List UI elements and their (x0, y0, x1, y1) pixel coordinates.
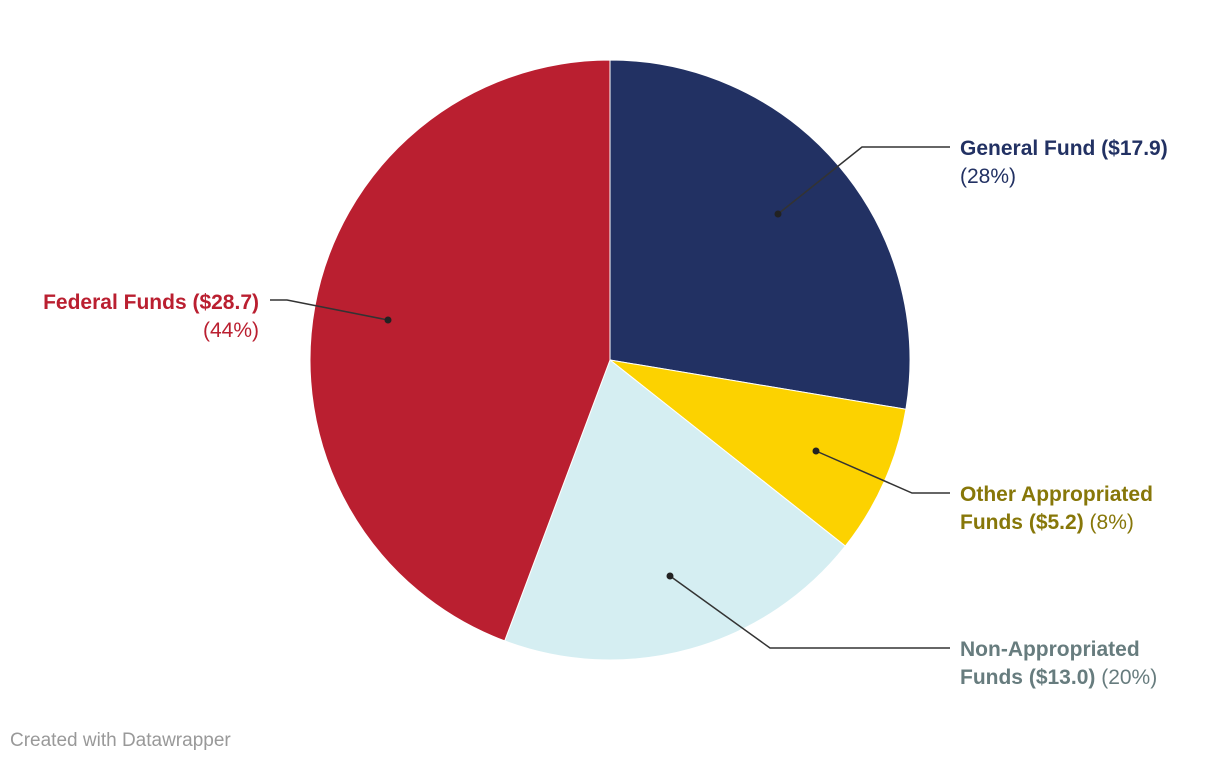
leader-line (669, 575, 950, 649)
slice-label: Non-Appropriated (960, 638, 1140, 661)
slice-labels: General Fund ($17.9) (28%) Other Appropria… (43, 137, 1168, 689)
slice-label: Federal Funds ($28.7) (43, 291, 259, 314)
slice-label-name: Funds ($5.2) (960, 511, 1084, 534)
slice-label: General Fund ($17.9) (960, 137, 1168, 160)
slice-label: Other Appropriated (960, 483, 1153, 506)
leader-line (777, 146, 950, 215)
leader-lines (270, 146, 950, 649)
pie-slice-federal-funds (309, 59, 611, 642)
slice-label-name: Non-Appropriated (960, 638, 1140, 661)
slice-label-percent: (44%) (203, 319, 259, 342)
pie-slice-general-fund (609, 59, 911, 410)
pie-slice-non-appropriated-funds (504, 359, 847, 661)
slice-label-name: Funds ($13.0) (960, 666, 1095, 689)
slice-label-percent: (8%) (1084, 511, 1134, 534)
leader-line (270, 299, 389, 321)
pie-slices (309, 59, 911, 661)
slice-label-percent: (20%) (1095, 666, 1157, 689)
leader-dot (384, 316, 392, 324)
slice-label-percent: (28%) (960, 165, 1016, 188)
slice-label-name: General Fund ($17.9) (960, 137, 1168, 160)
slice-label-name: Federal Funds ($28.7) (43, 291, 259, 314)
slice-label: (44%) (203, 319, 259, 342)
slice-label: (28%) (960, 165, 1016, 188)
leader-dot (774, 210, 782, 218)
credit-text: Created with Datawrapper (10, 730, 231, 751)
leader-line (815, 450, 950, 494)
slice-label: Funds ($5.2) (8%) (960, 511, 1134, 534)
leader-dot (666, 572, 674, 580)
slice-label: Funds ($13.0) (20%) (960, 666, 1157, 689)
leader-dot (812, 447, 820, 455)
slice-label-name: Other Appropriated (960, 483, 1153, 506)
